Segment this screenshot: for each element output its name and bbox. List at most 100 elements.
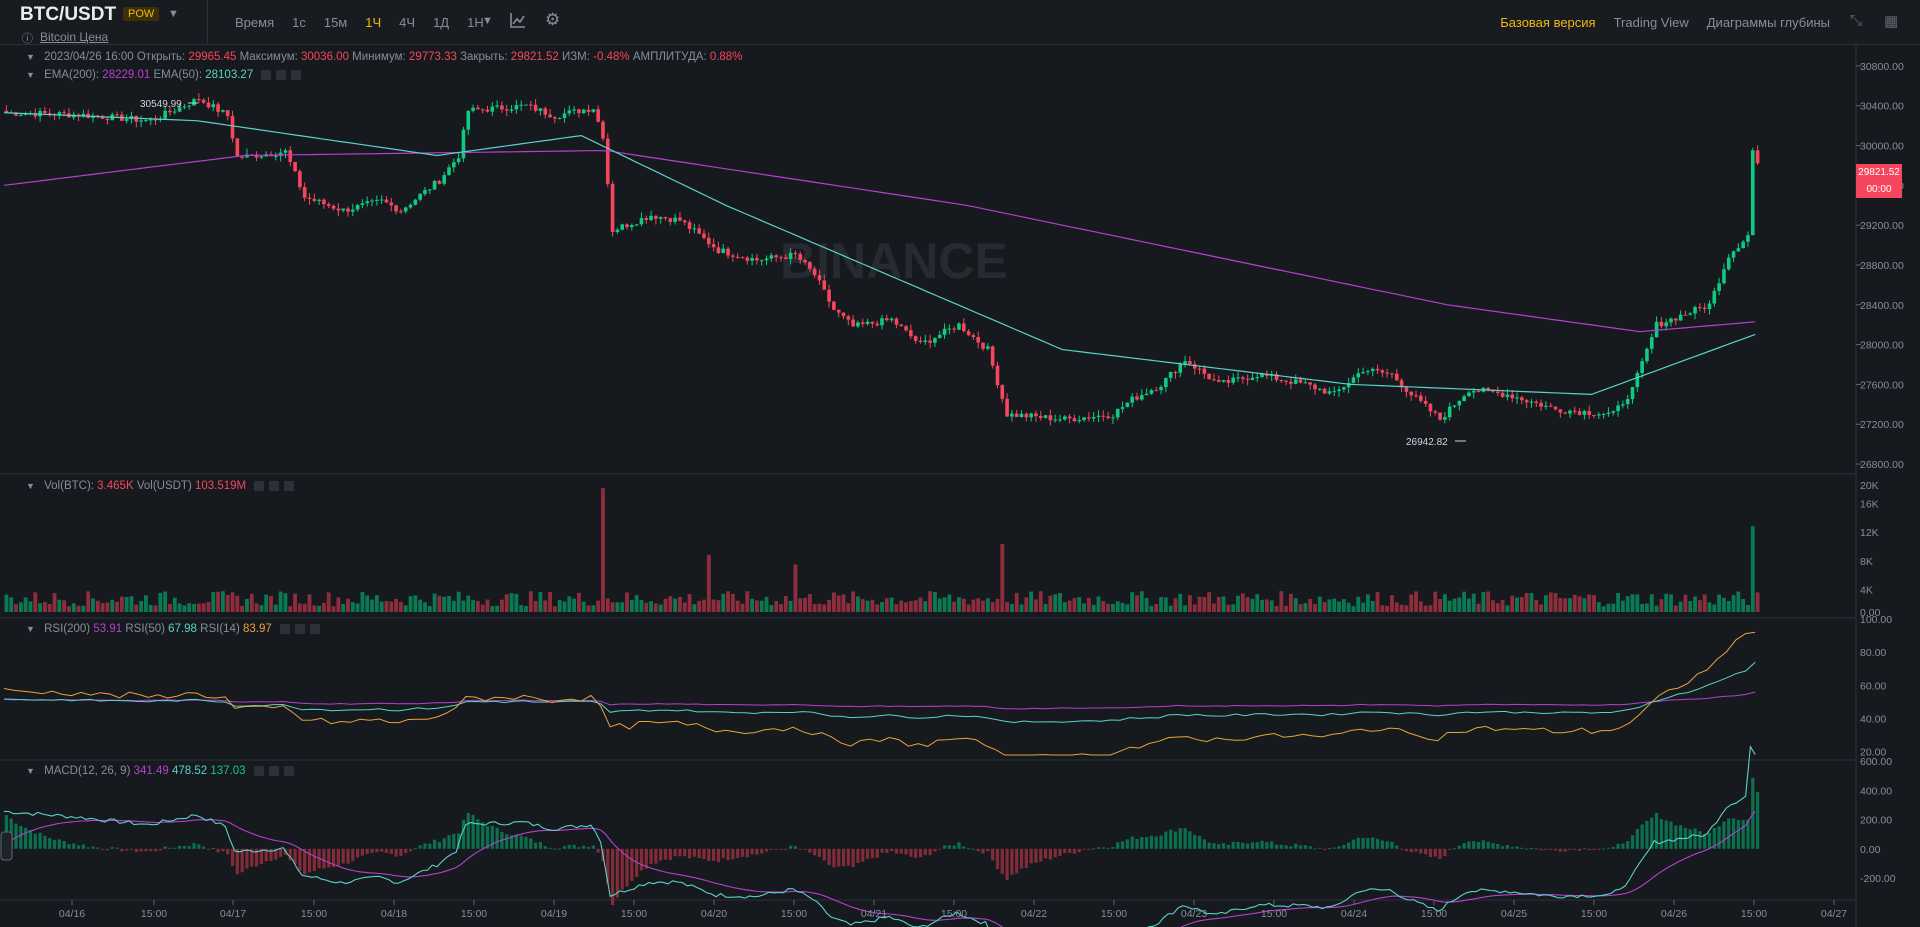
interval-15m[interactable]: 15м [323, 15, 348, 30]
macd-histogram-bar [707, 848, 711, 861]
volume-bar [495, 605, 500, 612]
volume-bar [1736, 591, 1741, 612]
grid-icon[interactable]: ▦ [1884, 13, 1899, 30]
candle [1072, 418, 1077, 422]
eye-icon[interactable] [254, 480, 265, 491]
candle [1750, 150, 1755, 236]
volume-bar [1034, 599, 1038, 612]
interval-1s[interactable]: 1с [292, 15, 306, 30]
fullscreen-icon[interactable]: ⤡ [1850, 12, 1863, 29]
macd-histogram-bar [269, 848, 273, 862]
candle [312, 198, 317, 201]
bitcoin-price-link[interactable]: Bitcoin Цена [40, 30, 109, 44]
volume-bar [985, 598, 990, 612]
candle [1356, 373, 1361, 378]
collapse-icon[interactable]: ▼ [26, 481, 35, 491]
volume-bar [601, 488, 605, 612]
macd-histogram-bar [1005, 848, 1009, 880]
eye-icon[interactable] [279, 623, 290, 634]
macd-histogram-bar [1048, 848, 1052, 860]
interval-more-icon[interactable]: ▼ [482, 15, 493, 27]
volume-bar [1495, 603, 1500, 612]
macd-histogram-bar [1289, 846, 1293, 849]
close-icon[interactable] [309, 623, 320, 634]
volume-bar [466, 595, 471, 612]
settings-icon[interactable] [269, 480, 280, 491]
settings-icon[interactable] [276, 69, 287, 80]
collapse-icon[interactable]: ▼ [26, 52, 35, 62]
macd-histogram-bar [216, 848, 220, 853]
macd-histogram-bar [1616, 843, 1620, 849]
candle [1149, 390, 1154, 394]
close-icon[interactable] [283, 765, 294, 776]
candle [644, 218, 649, 220]
volume-bar [904, 602, 908, 612]
interval-1d[interactable]: 1Д [433, 15, 450, 30]
macd-histogram-bar [182, 846, 187, 849]
interval-1h[interactable]: 1Ч [365, 15, 382, 30]
candle [865, 321, 870, 325]
volume-bar [572, 598, 577, 612]
interval-time[interactable]: Время [235, 15, 275, 30]
interval-1w[interactable]: 1Н [467, 15, 484, 30]
collapse-icon[interactable]: ▼ [26, 70, 35, 80]
macd-histogram-bar [1496, 843, 1500, 849]
view-tradingview[interactable]: Trading View [1613, 15, 1689, 30]
macd-histogram-bar [1476, 841, 1481, 849]
macd-histogram-bar [942, 845, 947, 849]
volume-bar [264, 594, 269, 612]
volume-bar [1534, 600, 1539, 612]
volume-bar [1264, 599, 1269, 612]
interval-4h[interactable]: 4Ч [399, 15, 416, 30]
gear-icon[interactable]: ⚙ [545, 10, 561, 29]
candle [331, 205, 336, 209]
volume-bar [827, 599, 831, 612]
macd-histogram-bar [1101, 847, 1105, 849]
candle [172, 111, 177, 113]
symbol-title[interactable]: BTC/USDT [20, 4, 117, 25]
candle [995, 365, 1000, 386]
macd-histogram-bar [1169, 829, 1173, 849]
view-depth[interactable]: Диаграммы глубины [1706, 15, 1830, 30]
candle [1707, 303, 1712, 310]
volume-bar [485, 599, 490, 612]
settings-icon[interactable] [294, 623, 305, 634]
volume-bar [557, 599, 562, 612]
candle [961, 323, 966, 332]
candle [581, 109, 586, 114]
candle [1308, 382, 1312, 385]
volume-bar [1702, 594, 1707, 612]
volume-bar [880, 602, 884, 612]
volume-bar [1438, 598, 1442, 612]
eye-icon[interactable] [261, 69, 272, 80]
collapse-icon[interactable]: ▼ [26, 766, 35, 776]
volume-bar [1173, 598, 1178, 612]
close-icon[interactable] [284, 480, 295, 491]
macd-histogram-bar [1448, 848, 1452, 850]
view-selector: Базовая версия Trading View Диаграммы гл… [1482, 15, 1830, 30]
chevron-down-icon[interactable]: ▼ [168, 8, 179, 20]
close-icon[interactable] [291, 69, 302, 80]
eye-icon[interactable] [253, 765, 264, 776]
macd-histogram-bar [1727, 818, 1731, 849]
volume-bar [1750, 526, 1755, 612]
macd-histogram-bar [432, 839, 437, 849]
macd-histogram-bar [938, 848, 942, 850]
macd-histogram-bar [995, 848, 1000, 870]
indicator-icon[interactable] [510, 12, 526, 32]
macd-histogram-bar [331, 848, 336, 868]
collapse-icon[interactable]: ▼ [26, 624, 35, 634]
candle [1077, 420, 1082, 422]
ema-legend: ▼ EMA(200): 28229.01 EMA(50): 28103.27 [26, 69, 302, 81]
settings-icon[interactable] [268, 765, 279, 776]
macd-histogram-bar [904, 848, 908, 855]
macd-histogram-bar [712, 848, 716, 861]
candle [1486, 387, 1490, 390]
macd-histogram-bar [1640, 824, 1644, 849]
view-basic[interactable]: Базовая версия [1500, 15, 1596, 30]
volume-bar [1664, 593, 1669, 612]
candle [43, 110, 47, 114]
volume-bar [990, 602, 995, 612]
macd-histogram-bar [1390, 841, 1394, 849]
